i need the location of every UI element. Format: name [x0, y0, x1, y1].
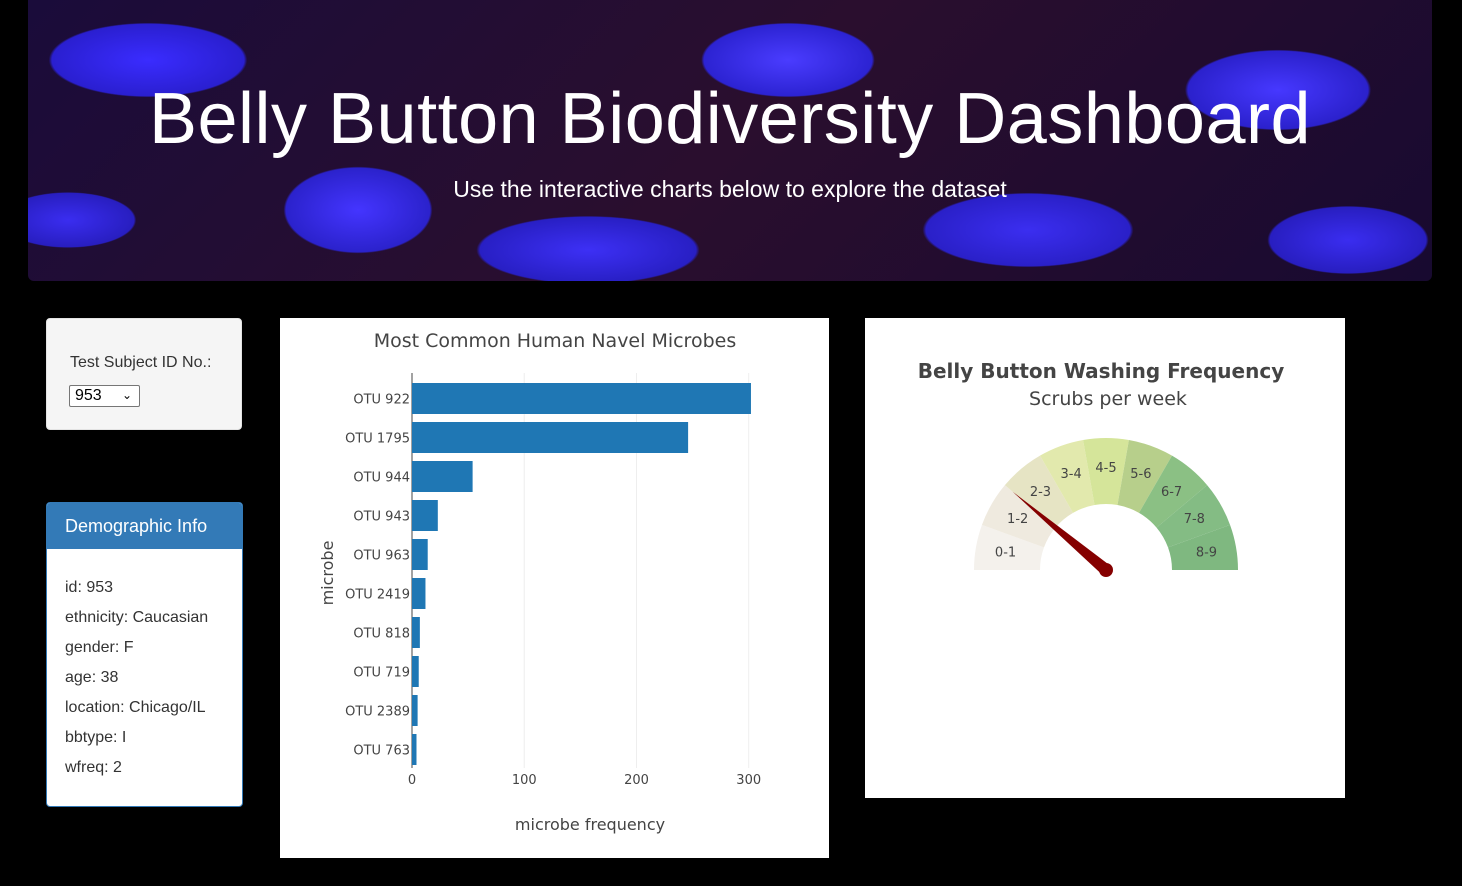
gauge-segment-label: 1-2: [1007, 512, 1028, 527]
bar-chart-yticks: OTU 922 OTU 1795 OTU 944 OTU 943 OTU 963 OTU …: [345, 393, 410, 759]
bar-otu-1795: [412, 422, 689, 453]
gauge-segment: [1156, 485, 1231, 548]
bar-ytick-label: OTU 818: [353, 627, 410, 642]
bar-ytick-label: OTU 943: [353, 510, 410, 525]
gauge-segment: [981, 485, 1056, 548]
page-subtitle: Use the interactive charts below to expl…: [453, 176, 1007, 202]
gauge-title: Belly Button Washing Frequency: [918, 359, 1284, 383]
bar-otu-2419: [412, 578, 426, 609]
demo-row-age: age: 38: [65, 669, 119, 686]
gauge-segment: [1040, 440, 1095, 513]
bar-otu-944: [412, 461, 473, 492]
bar-ytick-label: OTU 719: [353, 666, 410, 681]
bar-chart-container: Most Common Human Navel Microbes microbe…: [280, 318, 829, 858]
bar-xtick-label: 100: [512, 773, 537, 788]
gauge-needle: [1012, 491, 1113, 577]
gauge-segment-label: 7-8: [1184, 512, 1205, 527]
demographic-info-title: Demographic Info: [47, 503, 242, 549]
gauge-segment-label: 5-6: [1130, 467, 1151, 482]
demo-row-bbtype: bbtype: I: [65, 729, 127, 746]
bar-chart-bars: [412, 383, 751, 765]
bar-chart-ylabel: microbe: [318, 541, 337, 606]
demo-row-wfreq: wfreq: 2: [65, 759, 122, 776]
demo-row-ethnicity: ethnicity: Caucasian: [65, 609, 209, 626]
gauge-needle-pointer: [1012, 491, 1110, 575]
bar-ytick-label: OTU 1795: [345, 432, 410, 447]
gauge-segment-label: 4-5: [1095, 461, 1116, 476]
bar-otu-763: [412, 734, 417, 765]
gauge-chart-container: Belly Button Washing Frequency Scrubs pe…: [865, 318, 1345, 798]
bar-xtick-label: 200: [624, 773, 649, 788]
gauge-segment-labels: 0-1 1-22-3 3-4 4-5 5-6 6-77-8 8-9: [995, 461, 1217, 560]
bar-otu-2389: [412, 695, 418, 726]
bar-ytick-label: OTU 922: [353, 393, 410, 408]
chevron-down-icon: ⌄: [121, 388, 132, 402]
gauge-segment: [1004, 455, 1073, 528]
bar-ytick-label: OTU 963: [353, 549, 410, 564]
header-banner: Belly Button Biodiversity Dashboard Use …: [28, 0, 1432, 281]
gauge-segment: [1139, 455, 1208, 528]
page-title: Belly Button Biodiversity Dashboard: [148, 79, 1312, 159]
bar-chart-title: Most Common Human Navel Microbes: [374, 330, 736, 352]
gauge-segment-label: 8-9: [1196, 545, 1217, 560]
gauge-segment: [974, 524, 1044, 570]
gauge-segment-label: 0-1: [995, 545, 1016, 560]
subject-id-dropdown[interactable]: 953 ⌄: [69, 385, 140, 407]
gauge-chart: Belly Button Washing Frequency Scrubs pe…: [918, 359, 1284, 577]
bar-otu-719: [412, 656, 419, 687]
bar-otu-922: [412, 383, 751, 414]
bar-ytick-label: OTU 2419: [345, 588, 410, 603]
demo-row-gender: gender: F: [65, 639, 134, 656]
bar-xtick-label: 300: [736, 773, 761, 788]
bar-ytick-label: OTU 2389: [345, 705, 410, 720]
gauge-segment: [1168, 524, 1238, 570]
demographic-info-panel: Demographic Info id: 953 ethnicity: Cauc…: [46, 502, 243, 807]
gauge-segment: [1083, 438, 1129, 506]
bar-chart-xticks: 0 100 200 300: [408, 773, 761, 788]
demo-row-location: location: Chicago/IL: [65, 699, 206, 716]
gauge-segment-label: 3-4: [1060, 467, 1081, 482]
bar-otu-963: [412, 539, 428, 570]
bar-xtick-label: 0: [408, 773, 416, 788]
bar-otu-943: [412, 500, 438, 531]
gauge-segments: [974, 438, 1238, 570]
gauge-subtitle: Scrubs per week: [1029, 388, 1187, 410]
bar-chart: Most Common Human Navel Microbes microbe…: [318, 330, 761, 834]
bar-ytick-label: OTU 944: [353, 471, 410, 486]
demo-row-id: id: 953: [65, 579, 114, 596]
bar-ytick-label: OTU 763: [353, 744, 410, 759]
bar-chart-xlabel: microbe frequency: [515, 815, 665, 834]
bar-otu-818: [412, 617, 420, 648]
gauge-segment-label: 6-7: [1161, 485, 1182, 500]
subject-selector-panel: Test Subject ID No.: 953 ⌄: [46, 318, 242, 430]
subject-id-label: Test Subject ID No.:: [70, 354, 212, 371]
gauge-needle-hub: [1099, 563, 1113, 577]
gauge-segment: [1117, 440, 1172, 513]
subject-id-value: 953: [75, 387, 102, 404]
gauge-segment-label: 2-3: [1030, 485, 1051, 500]
